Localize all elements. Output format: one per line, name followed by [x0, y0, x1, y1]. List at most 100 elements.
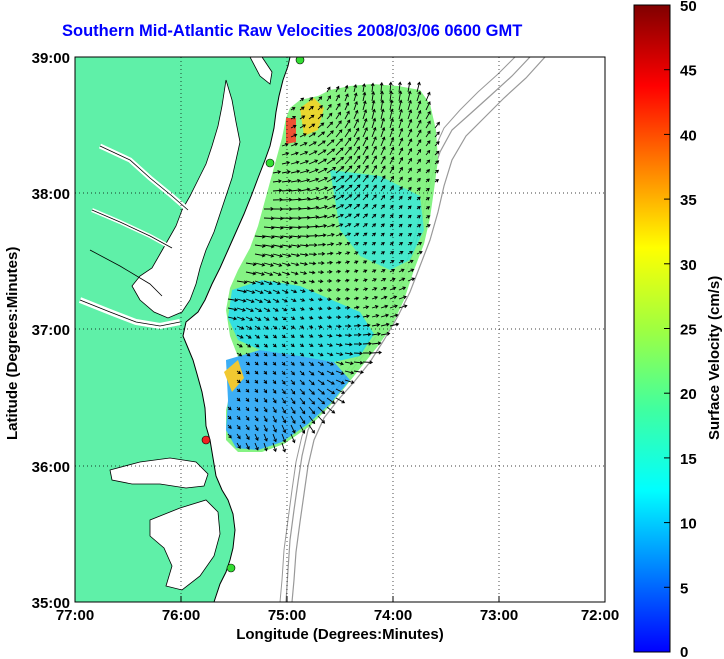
- velocity-vector-529: [308, 352, 314, 357]
- velocity-vector-95: [308, 141, 317, 147]
- velocity-vector-522: [245, 352, 251, 357]
- velocity-vector-449: [389, 304, 398, 309]
- velocity-vector-231: [362, 203, 369, 210]
- velocity-vector-297: [263, 244, 275, 249]
- velocity-vector-129: [290, 160, 300, 165]
- velocity-vector-34: [362, 100, 367, 111]
- colorbar-tick-marks: [664, 4, 670, 588]
- velocity-vector-280: [281, 235, 293, 240]
- velocity-vector-632: [290, 424, 296, 434]
- velocity-vector-13: [317, 96, 323, 102]
- velocity-vector-192: [344, 184, 353, 192]
- station-marker-2: [265, 158, 275, 168]
- velocity-vector-89: [416, 129, 422, 138]
- velocity-vector-108: [425, 140, 431, 147]
- velocity-vector-620: [281, 415, 287, 424]
- velocity-vector-28: [308, 105, 314, 111]
- velocity-vector-118: [353, 145, 360, 156]
- velocity-vector-530: [317, 352, 324, 357]
- velocity-vector-70: [398, 118, 404, 129]
- velocity-vector-3: [353, 83, 358, 93]
- velocity-vector-304: [326, 242, 335, 247]
- velocity-vector-381: [317, 279, 324, 284]
- velocity-vector-102: [371, 136, 377, 147]
- velocity-vector-99: [344, 137, 352, 147]
- velocity-vector-634: [308, 424, 315, 434]
- velocity-vector-318: [281, 253, 292, 258]
- velocity-vector-496: [308, 334, 314, 338]
- velocity-vector-225: [308, 205, 320, 210]
- velocity-field-peak: [286, 118, 296, 144]
- velocity-vector-152: [326, 167, 337, 174]
- velocity-vector-406: [362, 287, 369, 292]
- velocity-vector-572: [299, 379, 305, 386]
- velocity-vector-520: [371, 341, 382, 346]
- y-tick-label-3: 37:00: [32, 322, 70, 339]
- velocity-vector-463: [335, 315, 342, 320]
- velocity-vector-210: [344, 194, 353, 201]
- velocity-vector-180: [407, 177, 412, 183]
- velocity-vector-474: [272, 325, 278, 330]
- velocity-vector-258: [263, 225, 275, 230]
- velocity-vector-394: [254, 289, 264, 295]
- velocity-vector-371: [407, 268, 415, 273]
- velocity-vector-546: [326, 361, 334, 366]
- velocity-vector-397: [281, 289, 289, 294]
- velocity-vector-360: [308, 270, 316, 275]
- velocity-vector-316: [263, 253, 275, 258]
- velocity-vector-618: [263, 415, 268, 423]
- velocity-vector-214: [380, 194, 386, 201]
- velocity-vector-125: [416, 148, 422, 156]
- velocity-vector-527: [290, 352, 295, 357]
- velocity-vector-491: [263, 334, 269, 339]
- velocity-vector-479: [317, 324, 323, 329]
- velocity-vector-252: [380, 213, 385, 219]
- velocity-vector-584: [290, 388, 296, 395]
- velocity-vector-626: [236, 424, 241, 430]
- velocity-vector-111: [290, 151, 299, 156]
- velocity-vector-130: [299, 160, 310, 165]
- velocity-vector-131: [308, 159, 319, 165]
- velocity-vector-75: [290, 133, 298, 138]
- velocity-field-moderate: [228, 280, 374, 362]
- velocity-vector-457: [281, 316, 287, 321]
- velocity-vector-590: [236, 397, 241, 402]
- velocity-vector-227: [326, 204, 337, 210]
- velocity-vector-226: [317, 205, 328, 210]
- velocity-vector-540: [272, 361, 277, 366]
- velocity-vector-247: [335, 213, 344, 219]
- velocity-vector-107: [416, 139, 422, 147]
- x-axis-label: Longitude (Degrees:Minutes): [236, 626, 444, 643]
- velocity-vector-343: [326, 260, 334, 265]
- velocity-vector-81: [344, 128, 351, 138]
- velocity-vector-550: [362, 360, 374, 365]
- velocity-vector-603: [236, 406, 241, 411]
- velocity-vector-212: [362, 194, 369, 201]
- velocity-vector-345: [344, 260, 351, 265]
- velocity-vector-388: [380, 278, 387, 282]
- colorbar-tick-label-7: 20: [680, 386, 697, 403]
- velocity-vector-195: [371, 184, 377, 192]
- velocity-vector-335: [254, 262, 266, 267]
- velocity-vector-187: [299, 187, 311, 192]
- velocity-vector-489: [245, 334, 252, 339]
- station-marker-3: [201, 435, 211, 445]
- velocity-vector-358: [290, 271, 299, 276]
- velocity-vector-610: [299, 406, 306, 415]
- velocity-vector-347: [362, 260, 368, 264]
- x-tick-label-4: 74:00: [374, 607, 412, 624]
- velocity-vector-420: [308, 297, 315, 302]
- velocity-vector-182: [425, 178, 430, 183]
- velocity-vector-604: [245, 406, 250, 412]
- velocity-vector-5: [370, 82, 375, 93]
- velocity-vector-322: [317, 251, 326, 256]
- velocity-vector-307: [353, 242, 359, 246]
- velocity-vector-165: [272, 179, 282, 184]
- velocity-vector-577: [344, 379, 355, 384]
- velocity-vector-189: [317, 186, 329, 192]
- velocity-vector-431: [227, 307, 238, 312]
- velocity-vector-414: [254, 298, 264, 304]
- velocity-vector-56: [416, 109, 422, 120]
- velocity-vector-418: [290, 298, 297, 303]
- velocity-vector-384: [344, 278, 350, 283]
